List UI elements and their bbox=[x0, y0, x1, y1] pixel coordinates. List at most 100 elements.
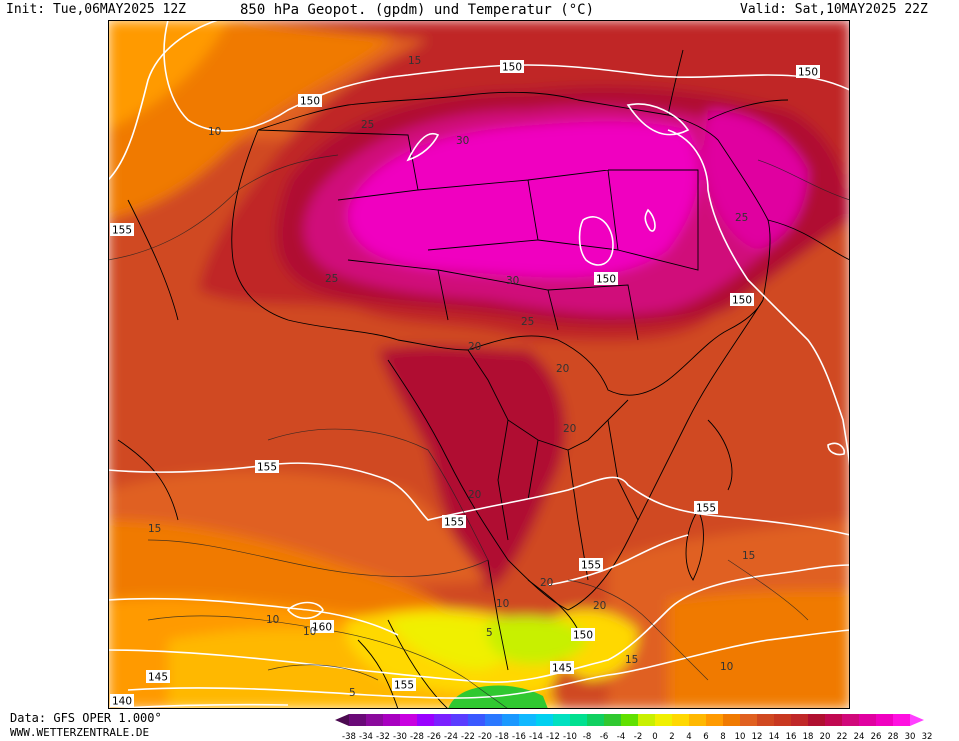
svg-text:150: 150 bbox=[502, 62, 522, 74]
isotherm-label: 30 bbox=[456, 135, 469, 147]
legend-tick-label: 6 bbox=[703, 732, 708, 741]
svg-text:150: 150 bbox=[300, 96, 320, 108]
geopot-label: 145 bbox=[146, 670, 170, 684]
isotherm-label: 20 bbox=[468, 489, 481, 501]
legend-swatch bbox=[893, 714, 910, 726]
geopot-label: 155 bbox=[392, 678, 416, 692]
legend-tick-label: -2 bbox=[634, 732, 642, 741]
legend-tick-label: -18 bbox=[495, 732, 509, 741]
legend-tick-label: -14 bbox=[529, 732, 543, 741]
isotherm-label: 25 bbox=[735, 212, 748, 224]
geopot-label: 150 bbox=[571, 628, 595, 642]
legend-tick-label: -20 bbox=[478, 732, 492, 741]
isotherm-label: 30 bbox=[506, 275, 519, 287]
svg-text:140: 140 bbox=[112, 696, 132, 708]
legend-tick-label: 16 bbox=[786, 732, 797, 741]
geopot-label: 155 bbox=[579, 558, 603, 572]
isotherm-label: 5 bbox=[486, 627, 493, 639]
geopot-label: 150 bbox=[730, 293, 754, 307]
legend-tick-label: 10 bbox=[735, 732, 746, 741]
coastlines bbox=[117, 49, 850, 709]
svg-text:145: 145 bbox=[552, 663, 572, 675]
legend-tick-label: -4 bbox=[617, 732, 625, 741]
legend-tick-label: -12 bbox=[546, 732, 560, 741]
legend-tick-label: -30 bbox=[393, 732, 407, 741]
map-title: 850 hPa Geopot. (gpdm) und Temperatur (°… bbox=[240, 2, 595, 18]
legend-swatch bbox=[876, 714, 893, 726]
geopot-label: 140 bbox=[110, 694, 134, 708]
legend-tick-label: -38 bbox=[342, 732, 356, 741]
legend-swatch bbox=[774, 714, 791, 726]
svg-text:155: 155 bbox=[257, 462, 277, 474]
legend-swatch bbox=[400, 714, 417, 726]
isotherm-label: 25 bbox=[325, 273, 338, 285]
legend-tick-label: -32 bbox=[376, 732, 390, 741]
legend-swatch bbox=[485, 714, 502, 726]
legend-swatch bbox=[434, 714, 451, 726]
isotherm-label: 10 bbox=[720, 661, 733, 673]
svg-text:145: 145 bbox=[148, 672, 168, 684]
legend-swatch bbox=[859, 714, 876, 726]
temperature-isotherms bbox=[108, 154, 850, 709]
legend-tick-label: 2 bbox=[669, 732, 674, 741]
geopot-label: 155 bbox=[110, 223, 134, 237]
legend-swatch bbox=[655, 714, 672, 726]
legend-tick-label: -28 bbox=[410, 732, 424, 741]
svg-text:155: 155 bbox=[394, 680, 414, 692]
svg-text:155: 155 bbox=[112, 225, 132, 237]
legend-tick-label: 18 bbox=[803, 732, 814, 741]
geopot-label: 150 bbox=[298, 94, 322, 108]
isotherm-label: 10 bbox=[496, 598, 509, 610]
legend-tick-label: 22 bbox=[837, 732, 848, 741]
legend-swatch bbox=[536, 714, 553, 726]
legend-arrow-left bbox=[335, 714, 349, 726]
site-url: WWW.WETTERZENTRALE.DE bbox=[10, 726, 150, 739]
legend-tick-label: -26 bbox=[427, 732, 441, 741]
svg-text:155: 155 bbox=[581, 560, 601, 572]
data-source: Data: GFS OPER 1.000° bbox=[10, 711, 162, 725]
svg-text:150: 150 bbox=[732, 295, 752, 307]
geopot-label: 155 bbox=[442, 515, 466, 529]
isotherm-label: 20 bbox=[563, 423, 576, 435]
legend-swatch bbox=[587, 714, 604, 726]
legend-swatch bbox=[825, 714, 842, 726]
isotherm-label: 25 bbox=[521, 316, 534, 328]
legend-tick-label: -22 bbox=[461, 732, 475, 741]
isotherm-label: 20 bbox=[556, 363, 569, 375]
isotherm-label: 20 bbox=[593, 600, 606, 612]
legend-tick-label: -10 bbox=[563, 732, 577, 741]
legend-tick-label: 26 bbox=[871, 732, 882, 741]
legend-swatch bbox=[689, 714, 706, 726]
legend-tick-label: 12 bbox=[752, 732, 763, 741]
valid-time: Valid: Sat,10MAY2025 22Z bbox=[740, 2, 928, 17]
legend-tick-label: 4 bbox=[686, 732, 691, 741]
svg-text:155: 155 bbox=[444, 517, 464, 529]
legend-tick-label: -6 bbox=[600, 732, 608, 741]
legend-tick-label: -16 bbox=[512, 732, 526, 741]
legend-tick-label: 28 bbox=[888, 732, 899, 741]
legend-tick-label: 30 bbox=[905, 732, 916, 741]
isotherm-label: 15 bbox=[625, 654, 638, 666]
legend-swatch bbox=[791, 714, 808, 726]
init-time: Init: Tue,06MAY2025 12Z bbox=[6, 2, 187, 17]
isotherm-label: 20 bbox=[468, 341, 481, 353]
isotherm-label: 10 bbox=[208, 126, 221, 138]
legend-swatch bbox=[519, 714, 536, 726]
legend-tick-label: 8 bbox=[720, 732, 725, 741]
legend-tick-label: 14 bbox=[769, 732, 780, 741]
legend-swatch bbox=[740, 714, 757, 726]
legend-swatch bbox=[502, 714, 519, 726]
legend-tick-label: 32 bbox=[922, 732, 933, 741]
legend-tick-label: 20 bbox=[820, 732, 831, 741]
legend-swatch bbox=[349, 714, 366, 726]
geopot-label: 150 bbox=[500, 60, 524, 74]
geopot-label: 150 bbox=[594, 272, 618, 286]
legend-swatch bbox=[638, 714, 655, 726]
svg-text:150: 150 bbox=[596, 274, 616, 286]
legend-swatch bbox=[553, 714, 570, 726]
geopot-label: 160 bbox=[310, 620, 334, 634]
isotherm-label: 10 bbox=[303, 626, 316, 638]
color-legend: -38 -34 -32 -30 -28 -26 -24 -22 -20 -18 -16 -14 -12-… bbox=[335, 714, 933, 741]
cold-patch bbox=[448, 685, 548, 709]
legend-swatch bbox=[672, 714, 689, 726]
